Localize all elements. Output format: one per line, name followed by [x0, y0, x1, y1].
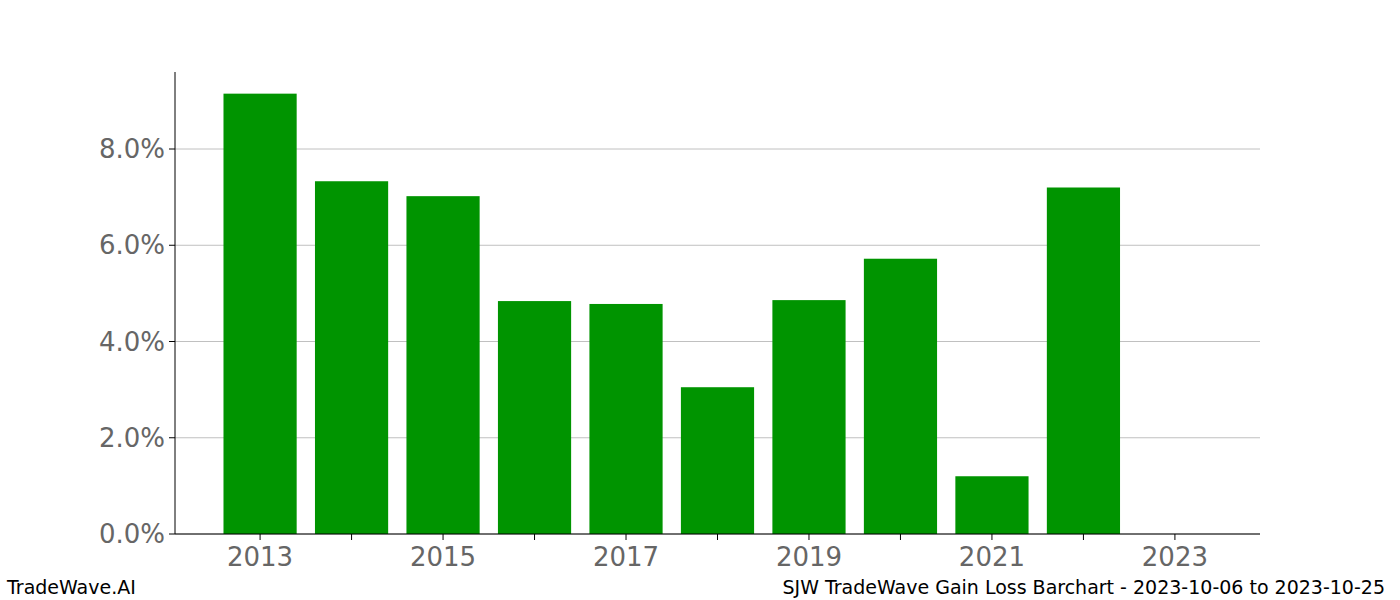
y-tick-label: 0.0% — [99, 519, 165, 549]
x-tick — [717, 534, 718, 540]
x-tick — [443, 534, 444, 540]
x-tick — [900, 534, 901, 540]
bars — [223, 94, 1120, 534]
x-tick — [808, 534, 809, 540]
y-tick — [169, 341, 175, 342]
y-tick — [169, 149, 175, 150]
x-tick — [1083, 534, 1084, 540]
annotation: TradeWave.AI — [6, 576, 136, 598]
x-tick — [626, 534, 627, 540]
x-tick — [1174, 534, 1175, 540]
bar — [772, 300, 845, 534]
bar — [589, 304, 662, 534]
bar — [955, 476, 1028, 534]
y-tick-label: 4.0% — [99, 327, 165, 357]
y-tick-label: 2.0% — [99, 423, 165, 453]
x-tick-label: 2017 — [593, 542, 659, 572]
bar — [1047, 188, 1120, 535]
title: SJW TradeWave Gain Loss Barchart - 2023-… — [782, 576, 1385, 598]
bar — [223, 94, 296, 534]
x-tick — [991, 534, 992, 540]
x-tick — [534, 534, 535, 540]
x-tick — [260, 534, 261, 540]
x-tick-label: 2013 — [227, 542, 293, 572]
y-tick-label: 8.0% — [99, 134, 165, 164]
bar — [315, 181, 388, 534]
bar — [681, 387, 754, 534]
x-tick — [351, 534, 352, 540]
x-tick-label: 2015 — [410, 542, 476, 572]
y-tick — [169, 437, 175, 438]
y-axis — [175, 72, 176, 534]
y-tick-label: 6.0% — [99, 230, 165, 260]
chart: 0.0% 2.0% 4.0% 6.0% 8.0% 2013 2015 2017 2019 2021… — [0, 0, 1400, 600]
x-tick-label: 2021 — [959, 542, 1025, 572]
bar — [498, 301, 571, 534]
bar — [406, 196, 479, 534]
y-tick — [169, 534, 175, 535]
x-tick-label: 2019 — [776, 542, 842, 572]
bar — [864, 259, 937, 534]
y-tick — [169, 245, 175, 246]
x-tick-label: 2023 — [1142, 542, 1208, 572]
grid-line — [175, 149, 1260, 150]
